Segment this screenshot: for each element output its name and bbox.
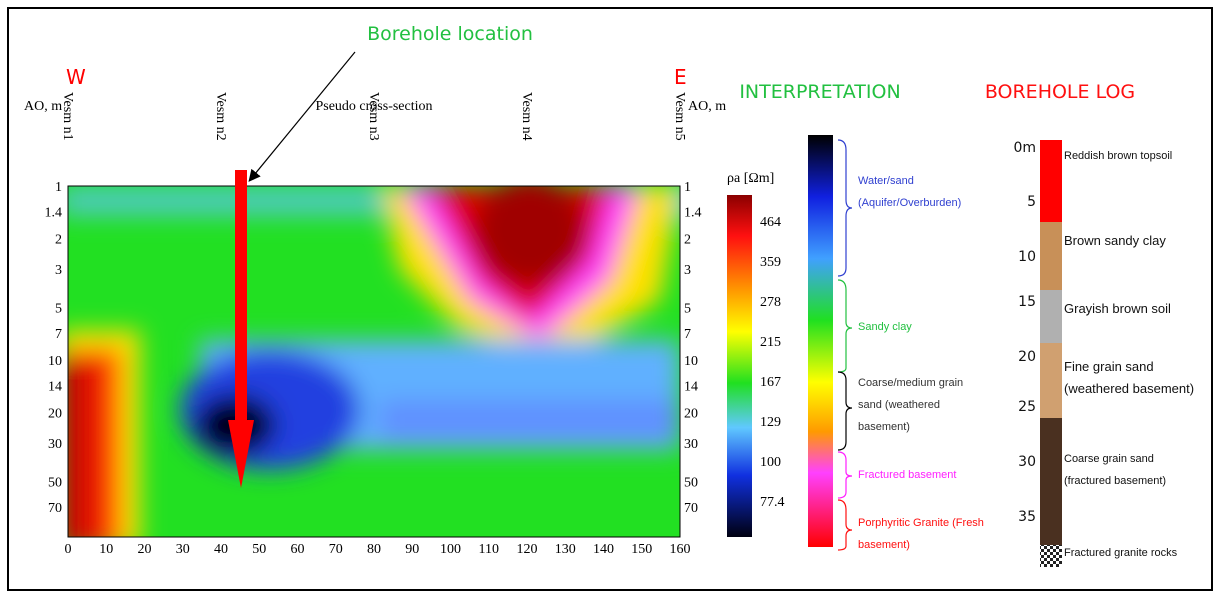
layer-coarse-sand: [1040, 418, 1062, 545]
depth-label: 30: [1018, 454, 1036, 470]
x-tick-label: 10: [99, 542, 113, 557]
y-tick-label: 2: [55, 232, 62, 247]
x-tick-label: 140: [593, 542, 614, 557]
interpretation-title: INTERPRETATION: [739, 81, 900, 103]
section-title: Pseudo cross-section: [315, 99, 432, 114]
borehole-log-title: BOREHOLE LOG: [985, 81, 1135, 103]
y-tick-label-right: 7: [684, 327, 691, 342]
layer-topsoil: [1040, 140, 1062, 222]
x-tick-label: 80: [367, 542, 381, 557]
x-tick-label: 50: [252, 542, 266, 557]
colorbar-tick-label: 464: [760, 215, 781, 230]
x-tick-label: 160: [670, 542, 691, 557]
x-tick-label: 20: [138, 542, 152, 557]
x-tick-label: 130: [555, 542, 576, 557]
borehole-location-label: Borehole location: [367, 23, 533, 45]
x-tick-label: 60: [291, 542, 305, 557]
east-label: E: [674, 65, 687, 89]
y-tick-label-right: 30: [684, 437, 698, 452]
layer-label: Coarse grain sand (fractured basement): [1064, 453, 1167, 487]
depth-label: 0m: [1013, 140, 1036, 156]
y-tick-label: 14: [48, 379, 62, 394]
station-label: Vesm n4: [519, 92, 534, 141]
colorbar-tick-label: 215: [760, 335, 781, 350]
depth-label: 25: [1018, 399, 1036, 415]
layer-granite: [1040, 545, 1062, 567]
y-tick-label: 20: [48, 406, 62, 421]
depth-label: 20: [1018, 349, 1036, 365]
left-axis-label: AO, m: [24, 99, 62, 114]
y-tick-label-right: 1.4: [684, 205, 702, 220]
y-tick-label-right: 10: [684, 354, 698, 369]
y-tick-label: 70: [48, 501, 62, 516]
y-tick-label-right: 1: [684, 180, 691, 195]
right-axis-label: AO, m: [688, 99, 726, 114]
interpretation-label: Porphyritic Granite (Fresh basement): [858, 517, 984, 551]
x-tick-label: 120: [517, 542, 538, 557]
braces: [837, 139, 853, 551]
layer-label: Grayish brown soil: [1064, 301, 1171, 316]
layer-fine-sand: [1040, 343, 1062, 418]
west-label: W: [66, 65, 86, 89]
borehole-arrow-head: [228, 420, 254, 488]
interpretation-label: Fractured basement: [858, 469, 957, 481]
layer-label: Fine grain sand (weathered basement): [1064, 359, 1195, 396]
interpretation-bar: [808, 135, 833, 547]
y-tick-label: 7: [55, 327, 62, 342]
x-tick-label: 0: [65, 542, 72, 557]
colorbar-label: ρa [Ωm]: [727, 171, 774, 186]
colorbar: [727, 195, 752, 537]
colorbar-tick-label: 167: [760, 375, 781, 390]
y-tick-label-right: 5: [684, 302, 691, 317]
layer-label: Brown sandy clay: [1064, 233, 1166, 248]
depth-label: 5: [1027, 194, 1036, 210]
frame: [7, 7, 1213, 591]
colorbar-tick-label: 129: [760, 415, 781, 430]
x-tick-label: 70: [329, 542, 343, 557]
depth-label: 10: [1018, 249, 1036, 265]
x-tick-label: 110: [479, 542, 499, 557]
interpretation-label: Coarse/medium grain sand (weathered base…: [858, 377, 964, 433]
colorbar-tick-label: 359: [760, 255, 781, 270]
x-tick-label: 30: [176, 542, 190, 557]
pointer: [248, 51, 356, 182]
y-tick-label-right: 70: [684, 501, 698, 516]
x-tick-label: 150: [631, 542, 652, 557]
y-tick-label-right: 3: [684, 263, 691, 278]
station-label: Vesm n2: [213, 92, 228, 141]
depth-label: 35: [1018, 509, 1036, 525]
plot-frame: [67, 185, 681, 538]
layer-label: Reddish brown topsoil: [1064, 150, 1173, 162]
layer-gray-soil: [1040, 290, 1062, 343]
resistivity-section: [68, 186, 680, 537]
y-tick-label: 1.4: [45, 205, 63, 220]
colorbar-tick-label: 278: [760, 295, 781, 310]
x-tick-label: 100: [440, 542, 461, 557]
colorbar-tick-label: 77.4: [760, 495, 785, 510]
interpretation-label: Sandy clay: [858, 321, 912, 333]
y-tick-label: 10: [48, 354, 62, 369]
station-label: Vesm n3: [366, 92, 381, 141]
y-tick-label-right: 2: [684, 232, 691, 247]
colorbar-tick-label: 100: [760, 455, 781, 470]
y-tick-label: 50: [48, 476, 62, 491]
station-label: Vesm n1: [60, 92, 75, 141]
station-label: Vesm n5: [672, 92, 687, 141]
y-tick-label: 30: [48, 437, 62, 452]
interpretation-label: Water/sand (Aquifer/Overburden): [858, 175, 962, 209]
y-tick-label: 3: [55, 263, 62, 278]
y-tick-label: 1: [55, 180, 62, 195]
x-tick-label: 40: [214, 542, 228, 557]
layer-sandy-clay: [1040, 222, 1062, 290]
y-tick-label-right: 20: [684, 406, 698, 421]
y-tick-label-right: 50: [684, 476, 698, 491]
y-tick-label-right: 14: [684, 379, 698, 394]
x-tick-label: 90: [405, 542, 419, 557]
y-tick-label: 5: [55, 302, 62, 317]
depth-label: 15: [1018, 294, 1036, 310]
layer-label: Fractured granite rocks: [1064, 547, 1178, 559]
